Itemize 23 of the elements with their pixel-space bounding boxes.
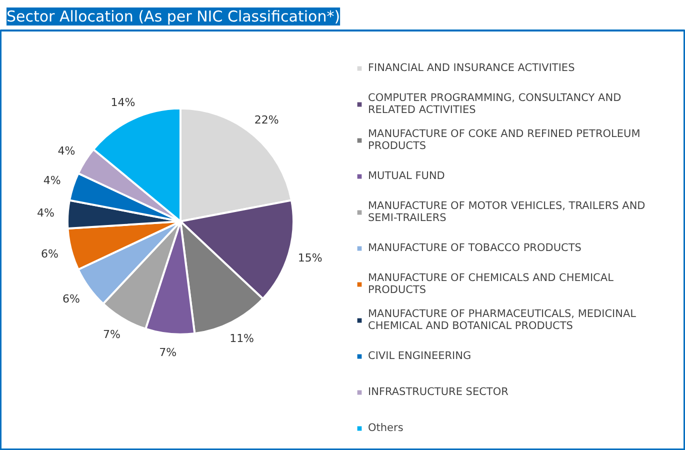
legend-label: CIVIL ENGINEERING xyxy=(368,349,472,364)
data-label: 6% xyxy=(62,292,80,306)
data-label: 6% xyxy=(41,248,58,261)
data-label: 22% xyxy=(254,113,279,126)
legend-label: MUTUAL FUND xyxy=(368,169,445,184)
data-label: 15% xyxy=(298,252,322,265)
data-label: 4% xyxy=(58,144,76,158)
legend-label: MANUFACTURE OF CHEMICALS AND CHEMICAL PRODUCTS xyxy=(368,271,614,298)
legend-label: MANUFACTURE OF MOTOR VEHICLES, TRAILERS AND SEMI-TRAILERS xyxy=(368,199,646,226)
data-label: 7% xyxy=(159,346,177,359)
data-label: 4% xyxy=(37,206,54,220)
chart-title: Sector Allocation (As per NIC Classification*) xyxy=(6,8,340,26)
data-label: 14% xyxy=(110,96,136,109)
data-label: 7% xyxy=(103,328,121,342)
legend-label: COMPUTER PROGRAMMING, CONSULTANCY AND RELATED ACTIVITIES xyxy=(368,91,622,118)
legend-label: Others xyxy=(368,421,404,436)
legend-label: FINANCIAL AND INSURANCE ACTIVITIES xyxy=(368,61,575,76)
legend-label: MANUFACTURE OF PHARMACEUTICALS, MEDICINAL CHEMICAL AND BOTANICAL PRODUCTS xyxy=(368,307,636,334)
data-label: 11% xyxy=(230,332,254,346)
legend-label: INFRASTRUCTURE SECTOR xyxy=(368,385,508,400)
legend-label: MANUFACTURE OF TOBACCO PRODUCTS xyxy=(368,241,582,256)
data-label: 4% xyxy=(43,174,61,188)
legend-label: MANUFACTURE OF COKE AND REFINED PETROLEUM PRODUCTS xyxy=(368,127,640,154)
